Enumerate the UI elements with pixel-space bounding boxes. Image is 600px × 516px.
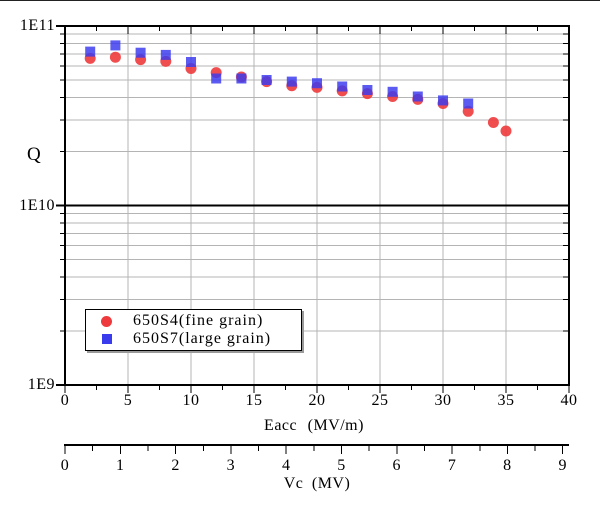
data-point-650s7-large-grain [236,73,247,84]
x-tick-label: 0 [60,392,70,409]
data-point-650s7-large-grain [337,81,348,92]
data-point-650s4-fine-grain [500,125,512,137]
y-axis-title: Q [27,144,41,165]
data-point-650s7-large-grain [85,46,96,57]
data-point-650s7-large-grain [160,49,171,60]
data-point-650s7-large-grain [135,47,146,58]
x-tick-label: 35 [497,392,515,409]
y-tick-label: 1E9 [27,376,55,393]
x-tick-label: 25 [371,392,389,409]
data-point-650s7-large-grain [261,75,272,85]
x-tick-label: 20 [308,392,326,409]
vc-tick-label: 3 [226,457,236,474]
data-point-650s4-fine-grain [487,117,499,128]
data-point-650s7-large-grain [362,85,373,95]
data-point-650s7-large-grain [186,57,196,67]
red-circle-marker-icon [101,315,112,327]
legend-label-650s4: 650S4(fine grain) [133,312,264,329]
legend-label-650s7: 650S7(large grain) [133,330,272,347]
vc-tick-label: 8 [503,457,512,474]
legend-item-650s7: 650S7(large grain) [86,330,301,348]
vc-tick-label: 5 [337,457,346,474]
vc-tick-label: 7 [447,457,457,474]
y-tick-label: 1E11 [19,17,55,34]
y-tick-label: 1E10 [19,196,55,214]
x-tick-label: 5 [123,392,133,409]
vc-tick-label: 1 [116,457,125,474]
x-tick-label: 10 [182,392,200,409]
vc-tick-label: 6 [392,457,402,474]
data-point-650s7-large-grain [463,98,474,109]
data-point-650s7-large-grain [110,40,121,51]
x-tick-label: 30 [434,392,452,409]
data-point-650s4-fine-grain [109,51,121,63]
data-point-650s7-large-grain [387,86,398,97]
legend-item-650s4: 650S4(fine grain) [86,312,301,330]
x-tick-label: 40 [560,392,578,409]
data-point-650s7-large-grain [438,95,448,106]
blue-square-marker-icon [102,334,112,344]
vc-tick-label: 0 [60,457,70,474]
data-point-650s4-fine-grain [462,105,474,117]
data-point-650s7-large-grain [312,78,322,89]
legend: 650S4(fine grain) 650S7(large grain) [85,309,302,351]
plot-frame [64,25,570,386]
data-point-650s7-large-grain [211,73,222,84]
x-axis-title: Eacc (MV/m) [264,417,364,434]
vc-tick-label: 4 [281,457,291,474]
data-point-650s7-large-grain [412,91,423,102]
vc-tick-label: 2 [171,457,180,474]
data-point-650s7-large-grain [286,76,297,87]
window-top-border [0,0,600,1]
vc-axis-title: Vc (MV) [283,475,351,492]
vc-tick-label: 9 [558,457,567,474]
x-tick-label: 15 [245,392,263,409]
